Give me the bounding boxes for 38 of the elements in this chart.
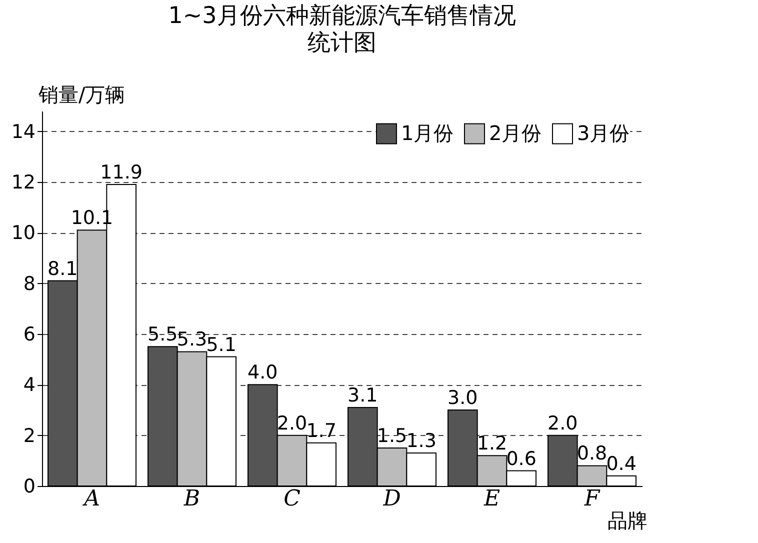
x-tick-label: E xyxy=(482,486,500,512)
x-tick-label: C xyxy=(284,486,301,512)
chart-title: 1~3月份六种新能源汽车销售情况 xyxy=(168,3,516,29)
x-tick-label: B xyxy=(182,486,200,512)
x-tick-label: D xyxy=(382,486,402,512)
y-tick-label: 0 xyxy=(23,476,36,498)
y-axis-title: 销量/万辆 xyxy=(38,82,126,106)
data-label: 2.0 xyxy=(276,412,308,434)
y-tick-label: 14 xyxy=(11,120,36,143)
x-tick-label: F xyxy=(583,486,600,512)
chart-subtitle: 统计图 xyxy=(308,30,376,56)
data-label: 1.7 xyxy=(306,420,336,442)
data-label: 1.2 xyxy=(476,432,508,455)
data-label: 3.1 xyxy=(348,384,378,406)
data-label: 11.9 xyxy=(100,161,142,184)
y-tick-label: 12 xyxy=(11,171,36,194)
y-tick-label: 10 xyxy=(11,222,36,244)
x-tick-label: A xyxy=(82,486,100,512)
data-label: 0.4 xyxy=(606,452,636,475)
data-label: 4.0 xyxy=(248,362,278,384)
data-label: 1.3 xyxy=(406,430,436,452)
data-label: 1.5 xyxy=(376,424,408,447)
data-label: 5.5 xyxy=(148,324,178,346)
data-label: 2.0 xyxy=(548,412,578,434)
y-tick-label: 6 xyxy=(23,323,36,346)
legend-label: 3月份 xyxy=(577,120,630,145)
x-axis-title: 品牌 xyxy=(608,508,648,532)
data-label: 0.8 xyxy=(576,442,608,465)
data-label: 5.3 xyxy=(176,328,208,351)
legend-label: 2月份 xyxy=(489,120,542,145)
data-label: 8.1 xyxy=(48,258,78,280)
legend-label: 1月份 xyxy=(401,120,454,145)
data-label: 5.1 xyxy=(206,334,236,356)
data-label: 0.6 xyxy=(506,448,536,470)
y-tick-label: 8 xyxy=(23,272,36,295)
data-label: 3.0 xyxy=(448,386,478,409)
y-tick-label: 2 xyxy=(23,424,36,447)
y-tick-label: 4 xyxy=(23,374,36,396)
